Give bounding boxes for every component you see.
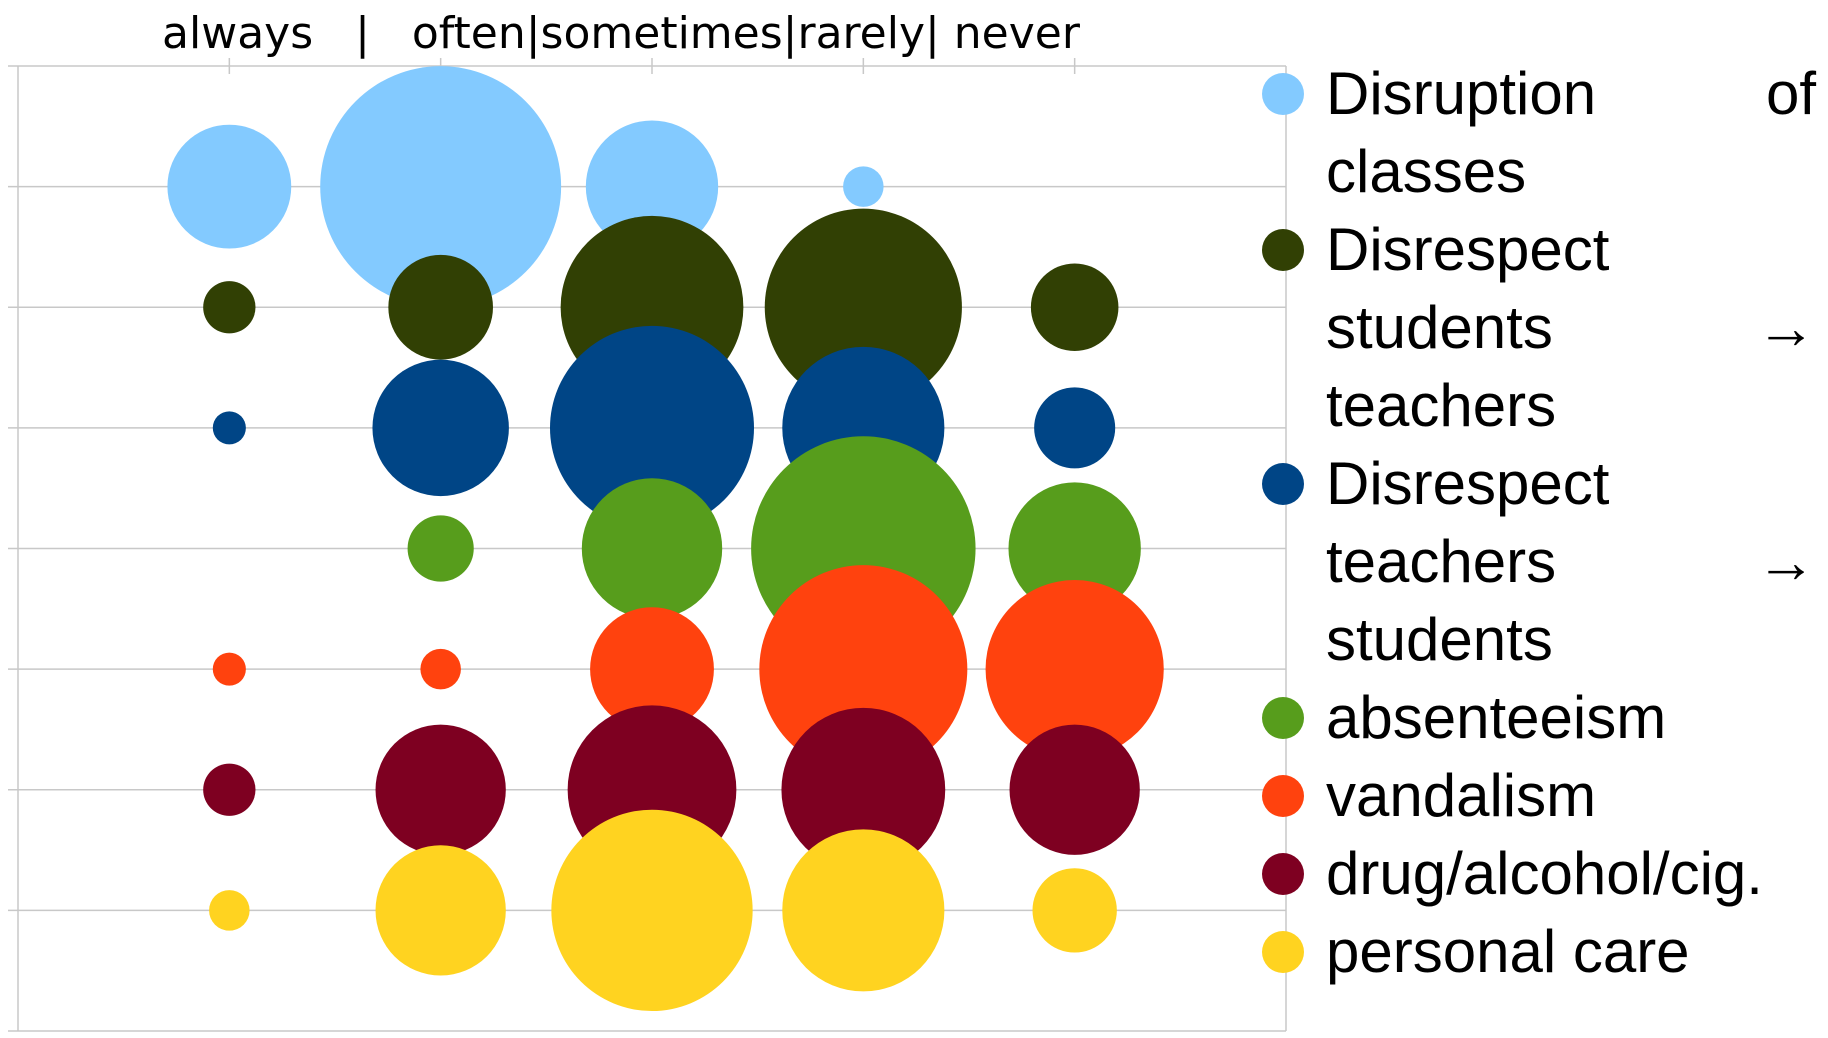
bubble [782, 829, 945, 992]
bubble [203, 281, 256, 334]
bubble [985, 580, 1164, 759]
bubble [764, 208, 962, 406]
legend-marker [1262, 463, 1304, 505]
legend-label: vandalism [1326, 762, 1597, 829]
bubble [759, 565, 968, 774]
bubble [212, 411, 246, 445]
bubble [203, 763, 256, 816]
legend-label: Disruption of classes [1326, 60, 1816, 205]
legend-marker [1262, 931, 1304, 973]
bubble [550, 325, 754, 530]
bubble [581, 478, 723, 619]
legend-label: absenteeism [1326, 684, 1667, 751]
bubble [1034, 387, 1116, 469]
bubble [1032, 868, 1117, 953]
bubble [1009, 724, 1140, 855]
legend-item: Disrespect students → teachers [1262, 211, 1822, 445]
bubble [375, 845, 506, 976]
bubble [1030, 263, 1119, 352]
legend-label: personal care [1326, 918, 1690, 985]
legend-item: Disruption of classes [1262, 55, 1822, 211]
bubble [585, 120, 719, 253]
legend-item: Disrespect teachers → students [1262, 445, 1822, 679]
legend-label: drug/alcohol/cig. [1326, 840, 1763, 907]
legend-marker [1262, 775, 1304, 817]
bubble [372, 359, 509, 497]
bubble [375, 724, 506, 855]
legend-item: vandalism [1262, 757, 1822, 835]
legend: Disruption of classes Disrespect students… [1262, 55, 1822, 991]
bubble [1008, 482, 1141, 615]
legend-marker [1262, 697, 1304, 739]
legend-item: personal care [1262, 913, 1822, 991]
bubble [843, 166, 884, 207]
bubble [388, 254, 493, 360]
legend-item: drug/alcohol/cig. [1262, 835, 1822, 913]
bubble [209, 890, 250, 931]
bubble [167, 124, 292, 249]
bubble [590, 607, 714, 732]
bubble [212, 652, 246, 686]
legend-label: Disrespect teachers → students [1326, 450, 1816, 673]
legend-marker [1262, 229, 1304, 271]
bubble [551, 809, 753, 1012]
bubble [420, 648, 461, 690]
bubble [781, 707, 946, 872]
chart-title: always | often|sometimes|rarely| never [162, 8, 1081, 59]
legend-marker [1262, 853, 1304, 895]
bubble [320, 66, 562, 308]
legend-item: absenteeism [1262, 679, 1822, 757]
legend-label: Disrespect students → teachers [1326, 216, 1816, 439]
legend-marker [1262, 73, 1304, 115]
bubble [407, 515, 474, 582]
